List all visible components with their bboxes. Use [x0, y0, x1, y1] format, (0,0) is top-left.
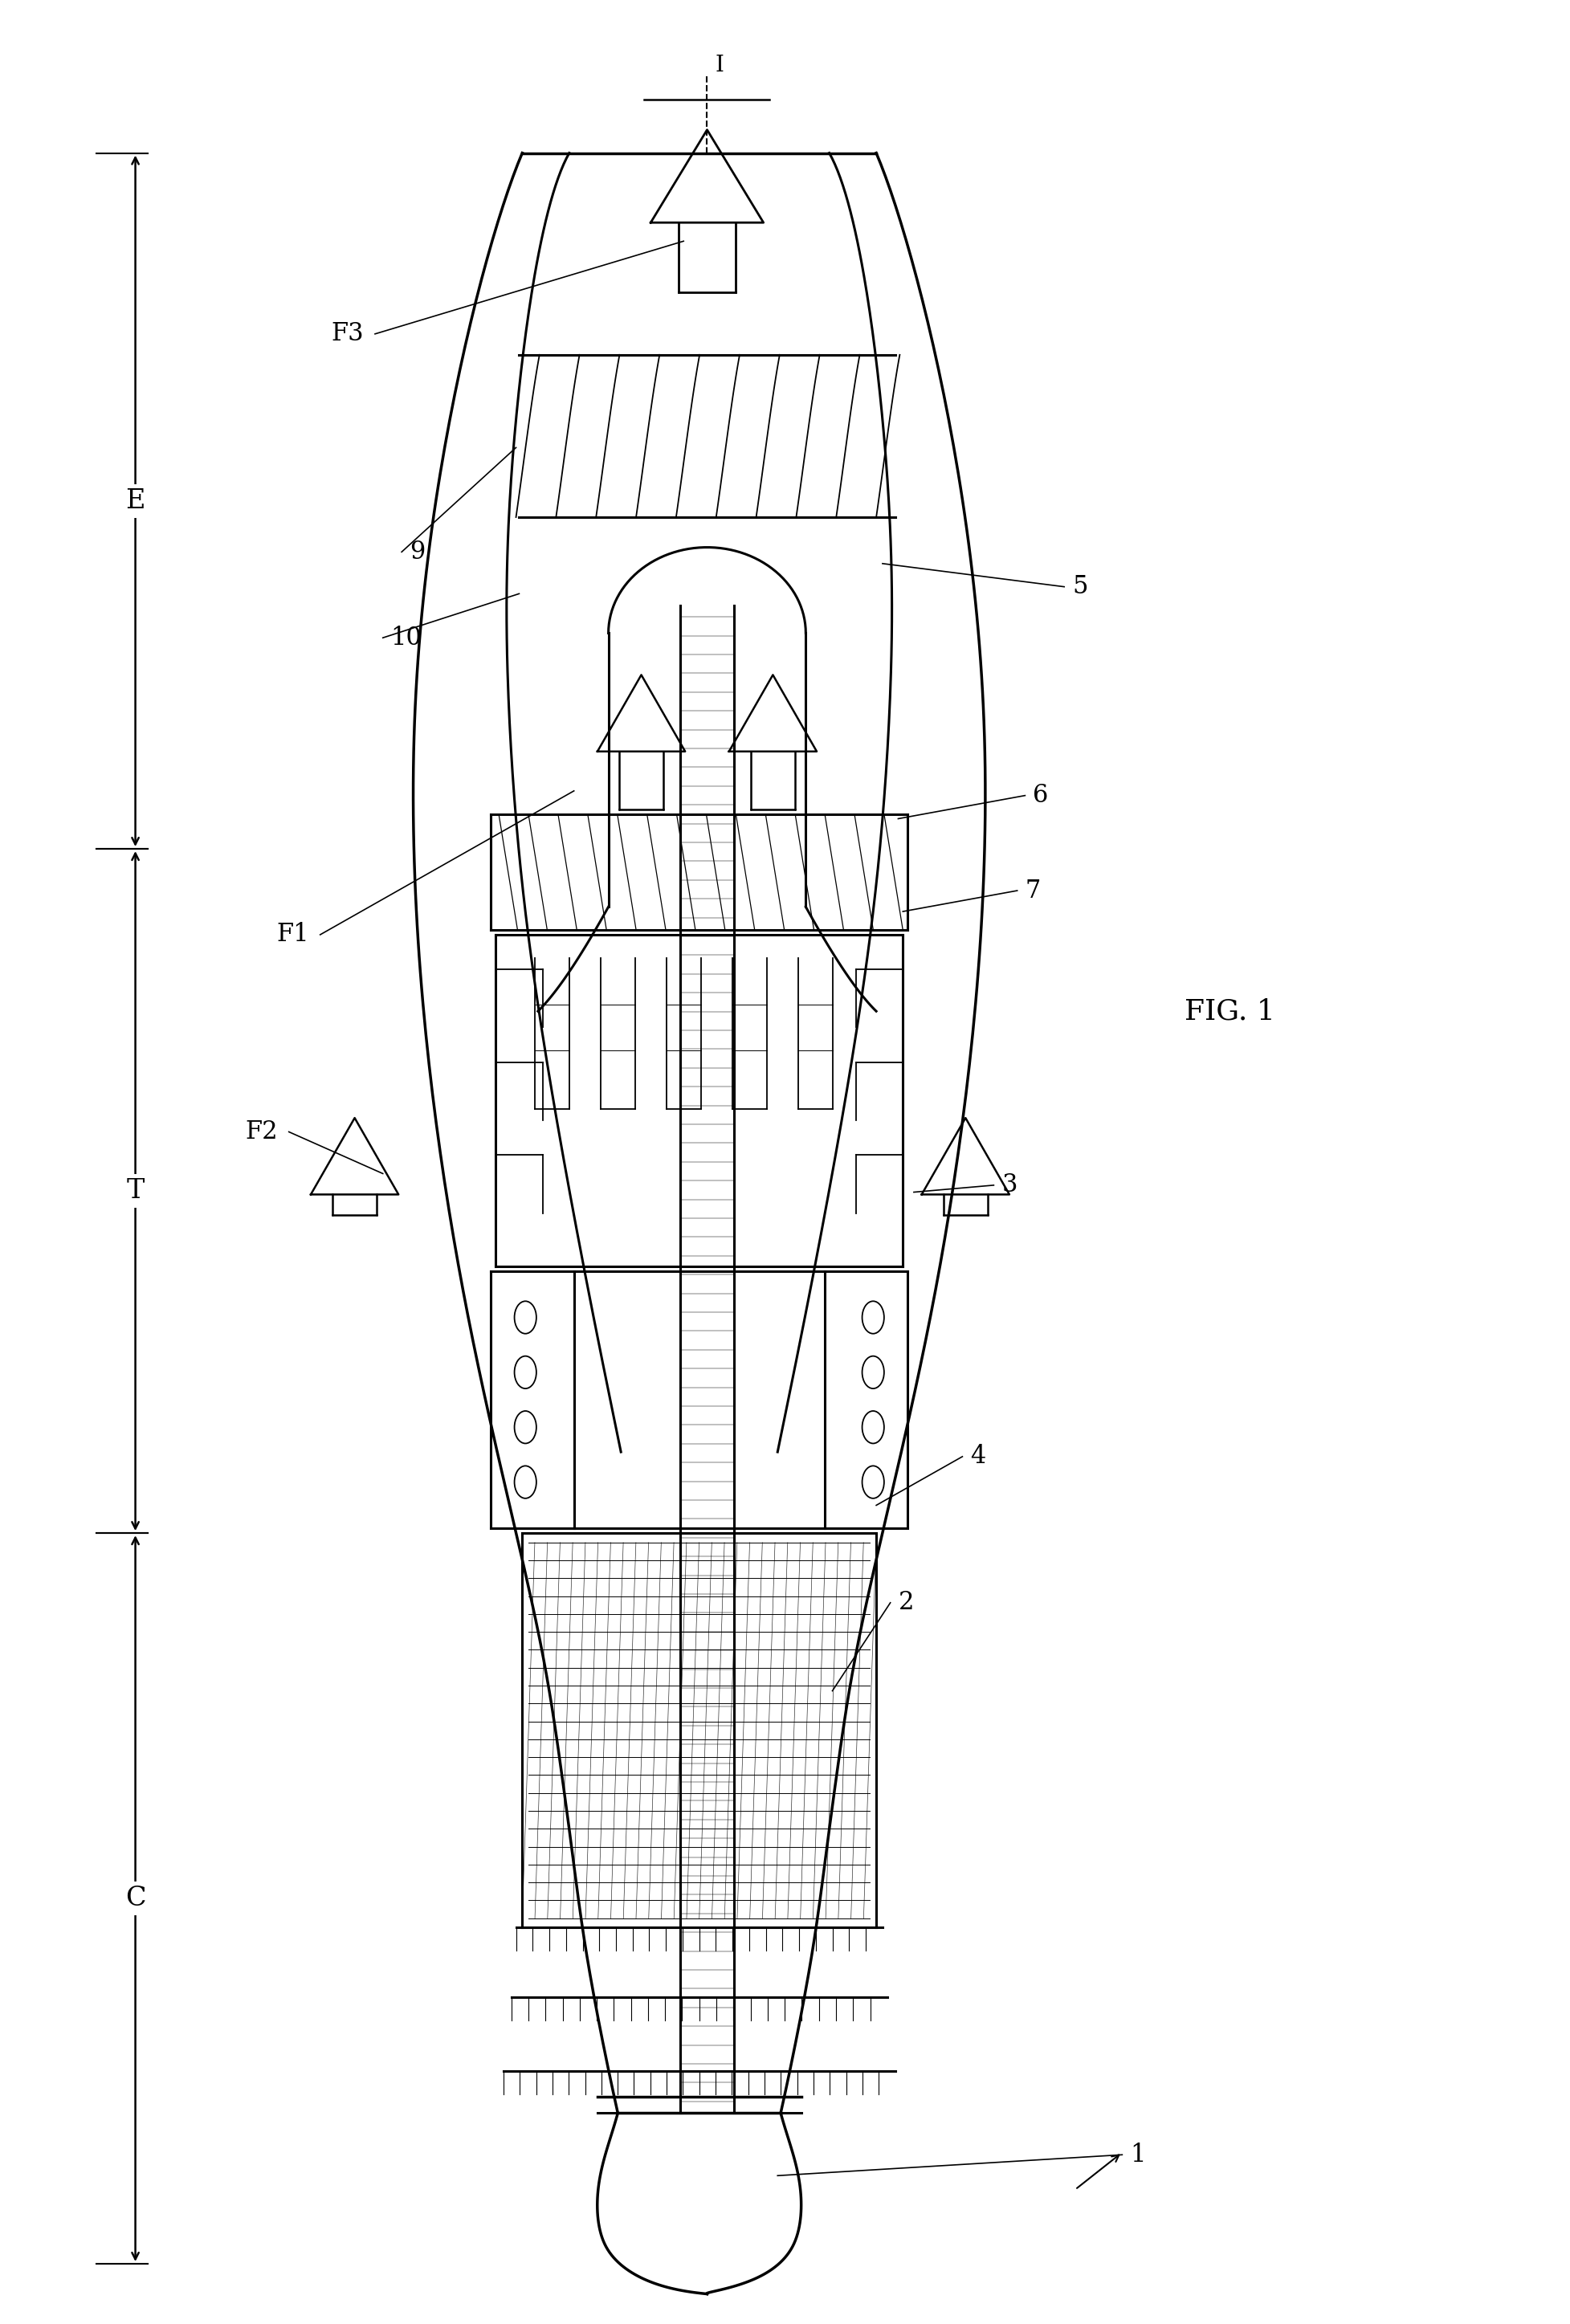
Text: I: I	[714, 56, 724, 77]
Text: 10: 10	[391, 625, 422, 651]
Text: F2: F2	[245, 1120, 278, 1143]
Text: T: T	[126, 1178, 144, 1204]
Text: F3: F3	[331, 321, 364, 346]
Text: E: E	[126, 488, 144, 514]
Text: 3: 3	[1002, 1174, 1017, 1197]
Text: F1: F1	[276, 923, 309, 948]
Text: C: C	[126, 1885, 146, 1910]
Text: FIG. 1: FIG. 1	[1184, 997, 1275, 1025]
Text: 2: 2	[898, 1590, 914, 1615]
Text: 9: 9	[410, 539, 425, 565]
Text: 5: 5	[1071, 574, 1086, 600]
Text: 4: 4	[970, 1443, 986, 1469]
Text: 1: 1	[1129, 2143, 1145, 2168]
Text: 7: 7	[1025, 878, 1039, 904]
Text: 6: 6	[1033, 783, 1047, 809]
